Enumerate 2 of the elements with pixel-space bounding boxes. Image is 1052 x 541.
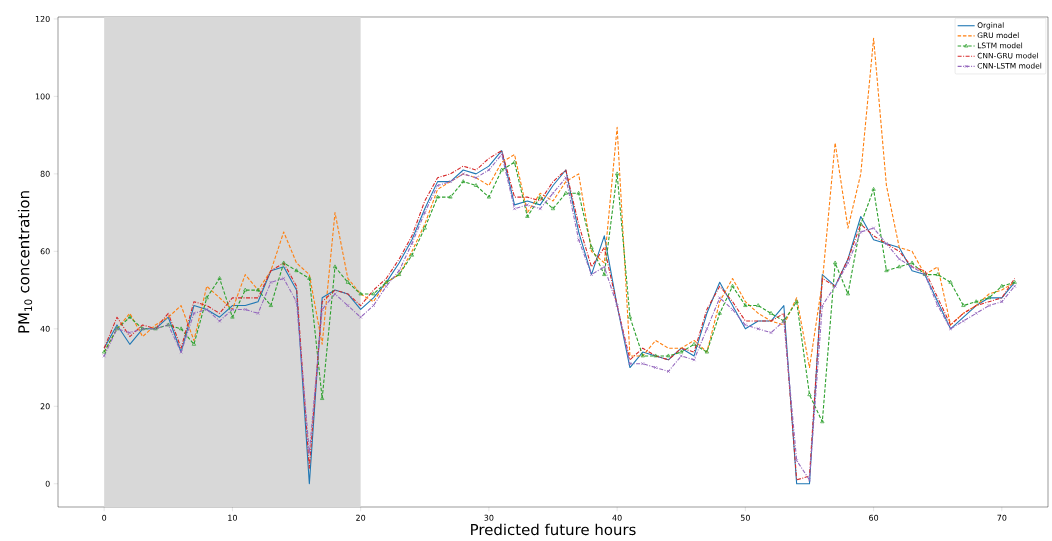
y-axis-title: PM$_{10}$ concentration [17,191,33,333]
x-axis-title: Predicted future hours [471,523,636,536]
